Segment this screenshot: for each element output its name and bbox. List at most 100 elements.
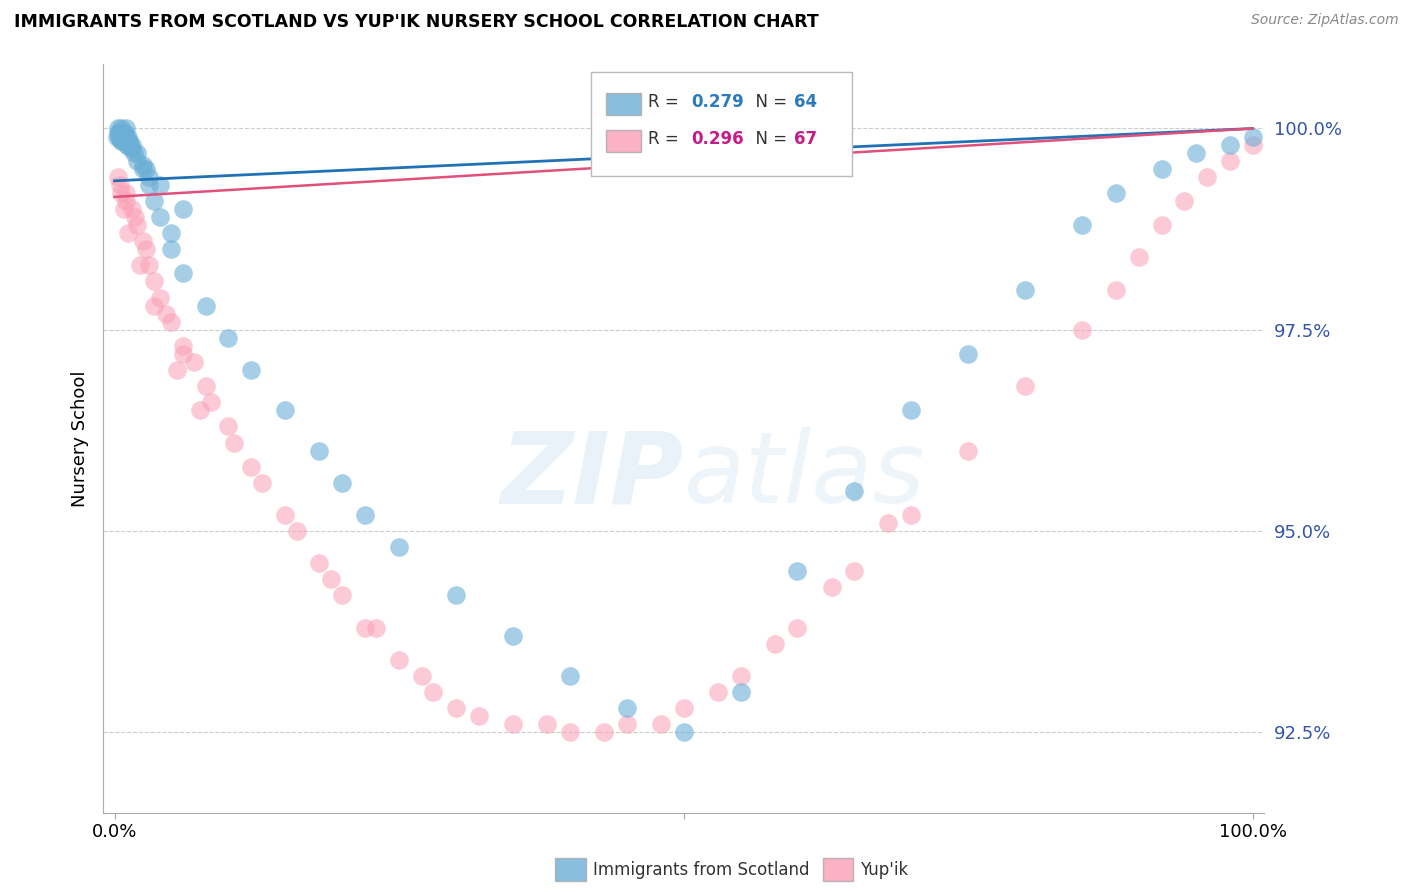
Yup'ik [1150,218,1173,232]
Yup'ik [108,178,131,192]
Immigrants from Scotland [172,267,194,281]
Yup'ik [135,242,157,256]
Immigrants from Scotland [844,483,866,498]
Yup'ik [1105,283,1128,297]
Yup'ik [115,186,138,200]
Yup'ik [194,379,217,393]
Yup'ik [616,717,638,731]
Immigrants from Scotland [217,331,239,345]
Immigrants from Scotland [121,137,143,152]
Immigrants from Scotland [122,145,145,160]
Immigrants from Scotland [149,178,172,192]
Immigrants from Scotland [502,629,524,643]
Yup'ik [388,653,411,667]
Yup'ik [143,275,166,289]
Immigrants from Scotland [114,126,136,140]
Yup'ik [957,443,980,458]
Immigrants from Scotland [388,540,411,554]
Yup'ik [650,717,672,731]
Immigrants from Scotland [108,129,131,144]
Text: Yup'ik: Yup'ik [860,861,908,879]
Yup'ik [763,637,786,651]
Immigrants from Scotland [1071,218,1094,232]
Yup'ik [593,725,616,739]
Immigrants from Scotland [1184,145,1206,160]
Yup'ik [877,516,900,530]
Immigrants from Scotland [143,194,166,208]
Immigrants from Scotland [107,121,129,136]
Yup'ik [217,419,239,434]
Yup'ik [285,524,308,538]
Immigrants from Scotland [672,725,695,739]
Immigrants from Scotland [108,131,131,145]
Immigrants from Scotland [444,589,467,603]
Text: R =: R = [648,130,683,148]
Text: 64: 64 [794,93,817,111]
Immigrants from Scotland [118,134,141,148]
Immigrants from Scotland [160,226,183,240]
Yup'ik [330,589,353,603]
Text: 0.296: 0.296 [692,130,744,148]
Immigrants from Scotland [115,134,138,148]
Immigrants from Scotland [1219,137,1241,152]
Yup'ik [844,565,866,579]
Yup'ik [467,709,489,723]
Yup'ik [319,573,342,587]
Immigrants from Scotland [1014,283,1036,297]
Immigrants from Scotland [127,145,149,160]
Immigrants from Scotland [111,134,134,148]
Bar [606,130,641,153]
Yup'ik [820,581,842,595]
Yup'ik [1219,153,1241,168]
Yup'ik [172,347,194,361]
Yup'ik [128,258,150,272]
Immigrants from Scotland [117,129,139,144]
Yup'ik [160,315,183,329]
Yup'ik [124,210,146,224]
Text: atlas: atlas [683,427,925,524]
Text: Source: ZipAtlas.com: Source: ZipAtlas.com [1251,13,1399,28]
Yup'ik [188,403,211,417]
Immigrants from Scotland [194,299,217,313]
Yup'ik [107,169,129,184]
Immigrants from Scotland [110,134,132,148]
Yup'ik [240,459,263,474]
Yup'ik [112,202,135,216]
Immigrants from Scotland [112,126,135,140]
Yup'ik [138,258,160,272]
Immigrants from Scotland [149,210,172,224]
Yup'ik [274,508,297,522]
Text: Immigrants from Scotland: Immigrants from Scotland [593,861,810,879]
Yup'ik [155,307,177,321]
Immigrants from Scotland [117,139,139,153]
Yup'ik [1241,137,1264,152]
Yup'ik [536,717,558,731]
Yup'ik [132,234,155,248]
Immigrants from Scotland [900,403,922,417]
Immigrants from Scotland [132,158,155,172]
Immigrants from Scotland [1105,186,1128,200]
Immigrants from Scotland [786,565,808,579]
Yup'ik [730,669,752,683]
Yup'ik [786,621,808,635]
Yup'ik [117,226,139,240]
Yup'ik [558,725,581,739]
Text: N =: N = [745,130,793,148]
Yup'ik [444,701,467,715]
Immigrants from Scotland [138,169,160,184]
Text: 67: 67 [794,130,817,148]
Yup'ik [115,194,138,208]
Immigrants from Scotland [110,121,132,136]
Yup'ik [110,186,132,200]
Immigrants from Scotland [115,121,138,136]
Yup'ik [1197,169,1219,184]
Yup'ik [308,556,330,570]
Text: N =: N = [745,93,793,111]
Text: R =: R = [648,93,683,111]
Immigrants from Scotland [558,669,581,683]
Yup'ik [127,218,149,232]
Immigrants from Scotland [108,129,131,144]
Immigrants from Scotland [160,242,183,256]
Immigrants from Scotland [121,142,143,156]
Immigrants from Scotland [132,161,155,176]
